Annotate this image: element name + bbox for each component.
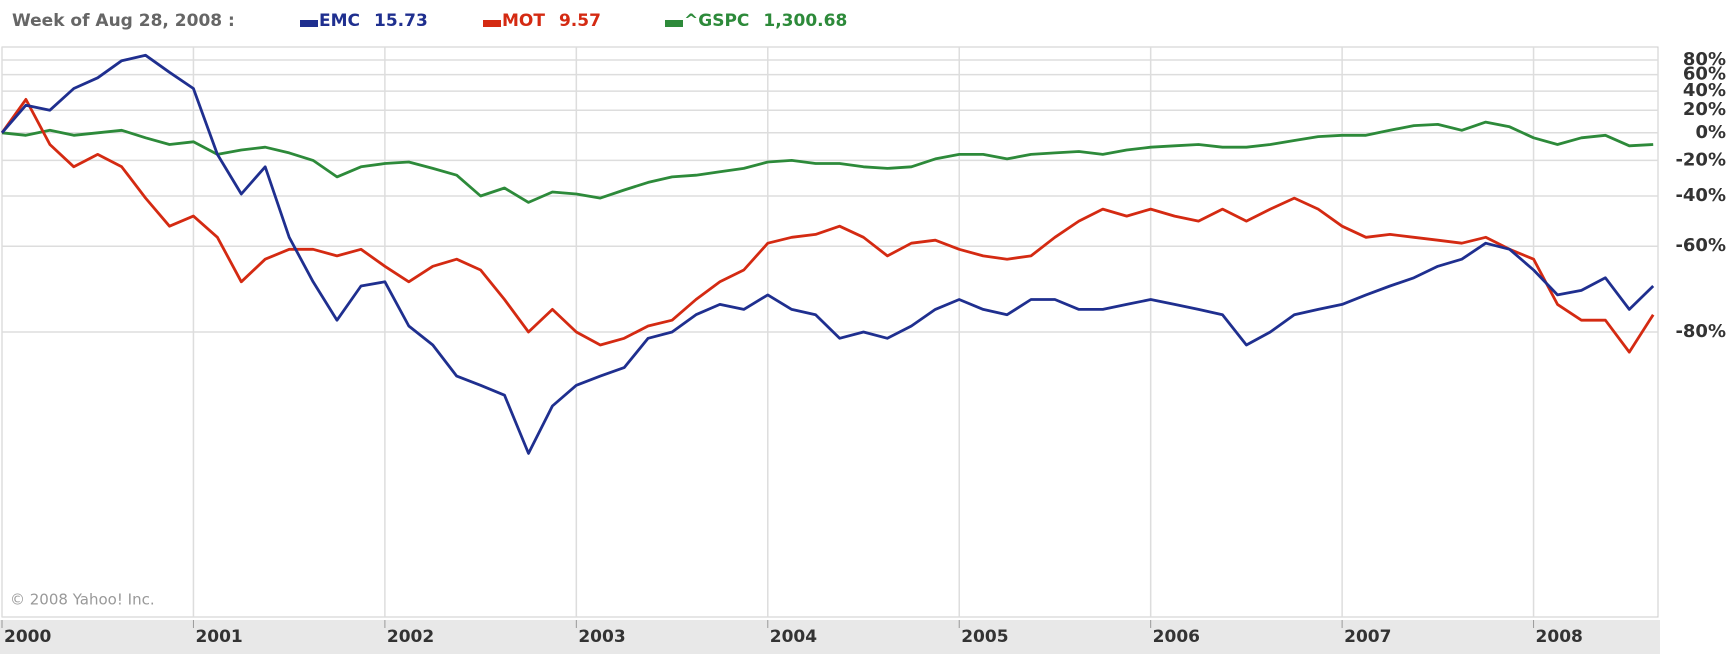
- copyright: © 2008 Yahoo! Inc.: [10, 591, 155, 609]
- legend-name: MOT: [502, 11, 545, 31]
- y-tick-label: -40%: [1675, 185, 1726, 206]
- legend-swatch: [300, 20, 318, 27]
- y-tick-label: 80%: [1683, 49, 1726, 70]
- legend-swatch: [483, 20, 501, 27]
- y-tick-label: -60%: [1675, 235, 1726, 256]
- subtitle: Week of Aug 28, 2008 :: [12, 11, 235, 31]
- legend-swatch: [665, 20, 683, 27]
- legend-name: EMC: [319, 11, 360, 31]
- x-tick-label: 2002: [387, 627, 434, 647]
- y-tick-label: 20%: [1683, 99, 1726, 120]
- x-tick-label: 2006: [1153, 627, 1200, 647]
- x-tick-label: 2001: [195, 627, 242, 647]
- x-tick-label: 2004: [770, 627, 817, 647]
- y-tick-label: -80%: [1675, 321, 1726, 342]
- series-line: [0, 98, 1655, 354]
- legend-quote: 1,300.68: [763, 11, 847, 31]
- x-tick-label: 2007: [1344, 627, 1391, 647]
- x-tick-label: 2005: [961, 627, 1008, 647]
- y-tick-label: -20%: [1675, 149, 1726, 170]
- x-tick-label: 2000: [4, 627, 51, 647]
- y-tick-label: 40%: [1683, 80, 1726, 101]
- y-tick-label: 0%: [1695, 122, 1726, 143]
- series-line: [1, 120, 1654, 204]
- series-line: [0, 53, 1655, 455]
- x-tick-label: 2003: [578, 627, 625, 647]
- legend-name: ^GSPC: [684, 11, 749, 31]
- x-tick-label: 2008: [1536, 627, 1583, 647]
- legend-quote: 9.57: [559, 11, 601, 31]
- legend-quote: 15.73: [374, 11, 428, 31]
- x-axis-band: [0, 620, 1660, 654]
- y-tick-label: 60%: [1683, 64, 1726, 85]
